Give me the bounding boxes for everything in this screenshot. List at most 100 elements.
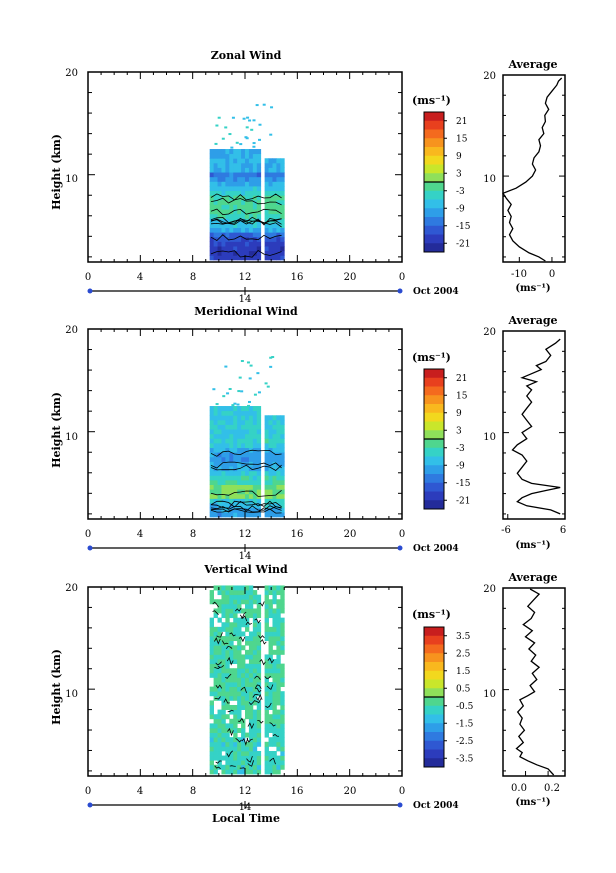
vertical-field-cell (209, 622, 214, 628)
vertical-field-cell (229, 626, 234, 632)
vertical-field-cell (252, 622, 258, 628)
zonal-field-cell (256, 227, 262, 233)
meridional-field-cell (221, 410, 226, 416)
vertical-field-cell (245, 608, 250, 614)
zonal-field-cell (252, 158, 258, 164)
zonal-field-cell (245, 204, 250, 210)
zonal-field-cell (209, 186, 214, 192)
vertical-field-cell (264, 755, 269, 761)
vertical-field-cell (209, 626, 214, 632)
vertical-field-cell (280, 645, 285, 651)
meridional-field-cell (229, 461, 234, 467)
vertical-field-cell (233, 659, 238, 665)
zonal-colorbar-swatch (424, 243, 444, 253)
vertical-field-cell (233, 760, 238, 766)
meridional-field-point (238, 376, 242, 379)
vertical-field-cell (268, 750, 273, 756)
zonal-field-cell (217, 158, 222, 164)
zonal-colorbar-swatch (424, 199, 444, 209)
vertical-field-cell (280, 714, 285, 720)
vertical-field-cell (209, 636, 214, 642)
zonal-field-cell (245, 241, 250, 247)
zonal-field-cell (229, 255, 234, 261)
vertical-field-cell (221, 755, 226, 761)
zonal-field-cell (256, 213, 262, 219)
zonal-field-cell (252, 162, 258, 168)
meridional-field-cell (225, 433, 230, 439)
meridional-field-cell (272, 443, 277, 449)
meridional-field-cell (248, 406, 254, 412)
meridional-field-cell (245, 406, 250, 412)
vertical-field-cell (272, 709, 277, 715)
zonal-field-cell (272, 255, 277, 261)
vertical-field-cell (264, 599, 269, 605)
vertical-field-cell (237, 585, 242, 591)
meridional-field-cell (280, 498, 285, 504)
vertical-field-cell (209, 755, 214, 761)
vertical-avg-unit: (ms⁻¹) (515, 797, 550, 808)
vertical-field-cell (241, 686, 246, 692)
vertical-xtick-4: 4 (137, 786, 143, 797)
vertical-field-cell (217, 631, 222, 637)
vertical-field-cell (272, 682, 277, 688)
vertical-field-cell (252, 695, 258, 701)
meridional-field-cell (272, 419, 277, 425)
vertical-field-cell (280, 636, 285, 642)
zonal-field-cell (256, 190, 262, 196)
zonal-field-cell (237, 255, 242, 261)
vertical-field-cell (217, 755, 222, 761)
vertical-field-cell (233, 603, 238, 609)
vertical-field-cell (213, 746, 218, 752)
vertical-field-cell (268, 649, 273, 655)
meridional-field-cell (209, 419, 214, 425)
vertical-colorbar-unit: (ms⁻¹) (412, 608, 451, 621)
zonal-field-cell (252, 227, 258, 233)
vertical-field-cell (248, 645, 254, 651)
zonal-field-cell (256, 241, 262, 247)
meridional-field-cell (229, 503, 234, 509)
meridional-field-cell (248, 419, 254, 425)
vertical-field-cell (280, 594, 285, 600)
zonal-field-cell (280, 176, 285, 182)
zonal-field-cell (241, 195, 246, 201)
meridional-field-cell (245, 447, 250, 453)
zonal-field-cell (264, 181, 269, 187)
zonal-field-cell (268, 227, 273, 233)
meridional-field-cell (213, 419, 218, 425)
vertical-field-cell (280, 677, 285, 683)
zonal-field-cell (276, 241, 281, 247)
meridional-field-cell (237, 484, 242, 490)
meridional-field-cell (209, 498, 214, 504)
meridional-field-cell (237, 438, 242, 444)
vertical-field-cell (217, 599, 222, 605)
zonal-field-cell (248, 241, 254, 247)
vertical-field-cell (268, 760, 273, 766)
meridional-field-cell (233, 429, 238, 435)
vertical-field-cell (217, 709, 222, 715)
meridional-field-cell (280, 438, 285, 444)
vertical-colorbar-swatch (424, 732, 444, 742)
vertical-field-cell (233, 695, 238, 701)
meridional-field-cell (233, 461, 238, 467)
vertical-field-cell (221, 682, 226, 688)
vertical-field-cell (233, 649, 238, 655)
vertical-contour (238, 636, 246, 643)
zonal-field-cell (217, 250, 222, 256)
meridional-colorbar-swatch (424, 386, 444, 396)
meridional-field-cell (237, 410, 242, 416)
meridional-xtick-0: 0 (85, 529, 91, 540)
vertical-field-cell (256, 668, 262, 674)
vertical-field-cell (245, 672, 250, 678)
vertical-colorbar-swatch (424, 627, 444, 637)
meridional-field-cell (276, 466, 281, 472)
meridional-field-cell (209, 484, 214, 490)
meridional-field-cell (248, 507, 254, 513)
meridional-field-cell (209, 438, 214, 444)
meridional-field-cell (268, 479, 273, 485)
zonal-field-cell (245, 149, 250, 155)
vertical-field-cell (225, 704, 230, 710)
zonal-field-cell (280, 204, 285, 210)
vertical-field-cell (252, 649, 258, 655)
vertical-field-cell (268, 608, 273, 614)
